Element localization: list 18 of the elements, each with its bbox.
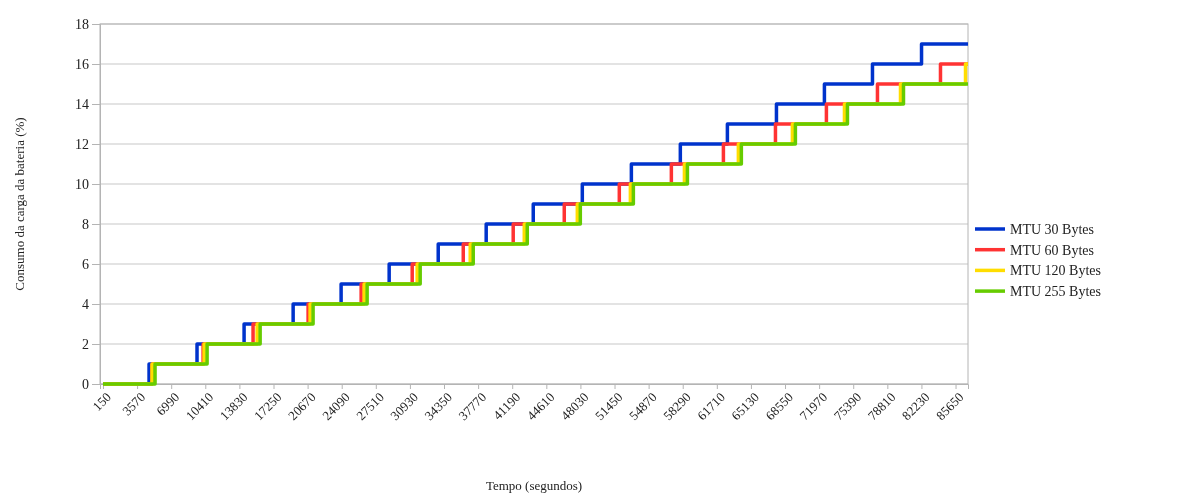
y-tick-label: 18	[75, 16, 89, 32]
x-tick-label: 150	[89, 389, 115, 414]
y-tick-label: 10	[75, 176, 89, 192]
y-tick-label: 14	[75, 96, 89, 112]
x-tick-label: 6990	[153, 389, 183, 419]
y-tick-label: 6	[82, 256, 89, 272]
y-axis-title: Consumo da carga da bateria (%)	[12, 117, 27, 291]
y-tick-label: 16	[75, 56, 89, 72]
legend-label: MTU 30 Bytes	[1010, 221, 1094, 237]
x-axis-title: Tempo (segundos)	[485, 478, 583, 493]
y-tick-label: 4	[82, 296, 89, 312]
y-tick-label: 12	[75, 136, 89, 152]
legend-label: MTU 255 Bytes	[1010, 284, 1101, 299]
legend-label: MTU 120 Bytes	[1010, 263, 1101, 279]
y-tick-label: 0	[82, 376, 89, 392]
y-tick-label: 2	[82, 336, 89, 352]
legend-label: MTU 60 Bytes	[1010, 242, 1094, 258]
y-tick-label: 8	[82, 216, 89, 232]
